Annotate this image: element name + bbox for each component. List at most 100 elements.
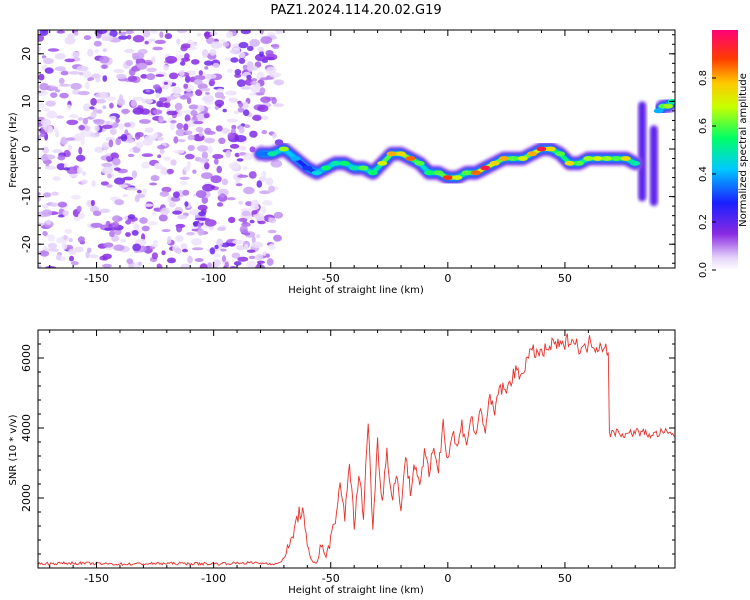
noise-blob xyxy=(143,203,154,207)
noise-blob xyxy=(64,36,76,45)
noise-blob xyxy=(187,134,195,141)
noise-blob xyxy=(158,115,164,123)
noise-blob xyxy=(198,211,207,217)
spectrogram-marks xyxy=(38,30,675,268)
noise-blob xyxy=(42,231,48,236)
noise-blob xyxy=(132,243,142,252)
noise-blob xyxy=(237,256,249,262)
noise-blob xyxy=(159,148,165,154)
colorbar-tick-label: 0.2 xyxy=(698,214,709,230)
noise-blob xyxy=(151,252,158,260)
noise-blob xyxy=(155,92,160,98)
noise-blob xyxy=(90,199,95,207)
noise-blob xyxy=(158,264,163,268)
noise-blob xyxy=(233,261,242,266)
noise-blob xyxy=(207,145,213,154)
noise-blob xyxy=(228,216,236,224)
ridge-point xyxy=(414,160,425,166)
noise-blob xyxy=(183,166,191,172)
noise-blob xyxy=(183,83,189,89)
noise-blob xyxy=(58,83,71,87)
noise-blob xyxy=(182,248,188,253)
noise-blob xyxy=(57,201,68,208)
noise-blob xyxy=(109,230,115,237)
noise-blob xyxy=(251,199,259,208)
y-tick-label: 0 xyxy=(20,146,33,153)
noise-blob xyxy=(112,157,121,166)
noise-blob xyxy=(118,35,128,40)
noise-blob xyxy=(197,104,205,112)
noise-blob xyxy=(108,139,114,148)
noise-blob xyxy=(120,239,127,243)
noise-blob xyxy=(148,38,156,42)
noise-blob xyxy=(96,109,103,114)
noise-blob xyxy=(257,104,269,112)
noise-blob xyxy=(159,97,168,102)
noise-blob xyxy=(190,110,198,117)
noise-blob xyxy=(126,34,132,40)
noise-blob xyxy=(221,178,229,186)
noise-blob xyxy=(144,127,154,133)
noise-blob xyxy=(229,50,236,54)
noise-blob xyxy=(251,236,256,244)
colorbar-tick-label: 0.8 xyxy=(698,70,709,86)
noise-blob xyxy=(58,77,65,85)
noise-blob xyxy=(105,136,115,142)
noise-blob xyxy=(65,137,75,141)
noise-blob xyxy=(198,130,204,137)
noise-blob xyxy=(273,103,284,107)
noise-blob xyxy=(76,65,89,72)
noise-blob xyxy=(259,50,264,57)
noise-blob xyxy=(82,171,86,176)
noise-blob xyxy=(212,259,222,267)
noise-blob xyxy=(229,143,240,149)
noise-blob xyxy=(42,204,49,209)
noise-blob xyxy=(111,221,120,228)
noise-blob xyxy=(118,184,128,188)
noise-blob xyxy=(101,166,113,175)
noise-blob xyxy=(198,70,203,76)
noise-blob xyxy=(268,243,276,250)
noise-blob xyxy=(127,75,138,82)
noise-blob xyxy=(103,242,114,248)
noise-blob xyxy=(191,59,200,65)
noise-blob xyxy=(244,124,251,129)
noise-blob xyxy=(163,156,171,162)
noise-blob xyxy=(95,92,104,99)
noise-blob xyxy=(262,200,273,206)
late-ridge-point xyxy=(663,103,673,109)
noise-blob xyxy=(150,243,159,247)
noise-blob xyxy=(61,242,68,250)
noise-blob xyxy=(92,210,102,217)
noise-blob xyxy=(180,263,191,268)
snr-series-line xyxy=(38,333,675,567)
noise-blob xyxy=(131,52,138,57)
noise-blob xyxy=(152,240,158,244)
noise-blob xyxy=(272,133,277,139)
noise-blob xyxy=(63,167,70,171)
noise-blob xyxy=(39,30,49,36)
noise-blob xyxy=(271,97,277,105)
noise-blob xyxy=(201,49,209,57)
noise-blob xyxy=(161,229,171,233)
ridge-point xyxy=(311,170,322,176)
noise-blob xyxy=(102,48,107,52)
noise-blob xyxy=(180,61,186,66)
noise-blob xyxy=(107,173,112,179)
noise-blob xyxy=(105,121,110,125)
noise-blob xyxy=(179,70,185,77)
noise-blob xyxy=(67,104,72,111)
ridge-point xyxy=(611,156,622,161)
x-tick-label: 50 xyxy=(558,572,572,585)
noise-blob xyxy=(238,41,249,49)
colorbar-tick-label: 0.0 xyxy=(698,262,709,278)
noise-blob xyxy=(172,210,182,215)
noise-blob xyxy=(66,119,79,126)
noise-blob xyxy=(255,82,261,88)
ridge-point xyxy=(267,151,278,157)
spectrogram-x-label: Height of straight line (km) xyxy=(288,285,424,296)
noise-blob xyxy=(69,173,79,178)
noise-blob xyxy=(172,191,180,198)
noise-blob xyxy=(132,96,144,101)
